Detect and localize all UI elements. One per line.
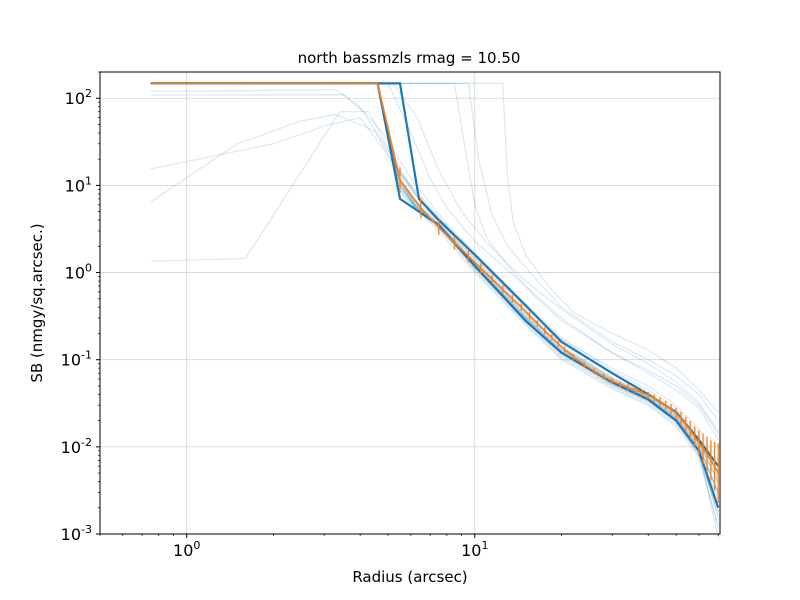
plot-area (150, 82, 720, 539)
y-tick-label: 10-2 (61, 436, 92, 457)
profile-line (150, 82, 719, 441)
y-tick-label: 101 (65, 174, 92, 195)
y-tick-label: 100 (65, 262, 92, 283)
profile-line (150, 82, 719, 435)
x-tick-label: 100 (173, 539, 200, 560)
median-line (150, 82, 719, 474)
y-axis-ticks: 102 101 100 10-1 10-2 10-3 (61, 71, 100, 544)
x-tick-label: 101 (461, 539, 488, 560)
profile-line (150, 82, 719, 432)
profile-line (150, 82, 719, 413)
y-tick-label: 10-1 (61, 349, 92, 370)
y-tick-label: 10-3 (61, 523, 92, 544)
y-axis-label: SB (nmgy/sq.arcsec.) (28, 223, 46, 382)
envelope-lower-line (150, 82, 720, 509)
x-axis-label: Radius (arcsec) (352, 568, 467, 586)
profile-line (150, 82, 719, 421)
y-tick-label: 102 (65, 87, 92, 108)
profile-line (150, 116, 719, 482)
x-axis-ticks: 100 101 (99, 534, 719, 560)
median-profile (150, 82, 719, 503)
chart-title: north bassmzls rmag = 10.50 (298, 49, 521, 67)
axes-frame (99, 71, 721, 535)
